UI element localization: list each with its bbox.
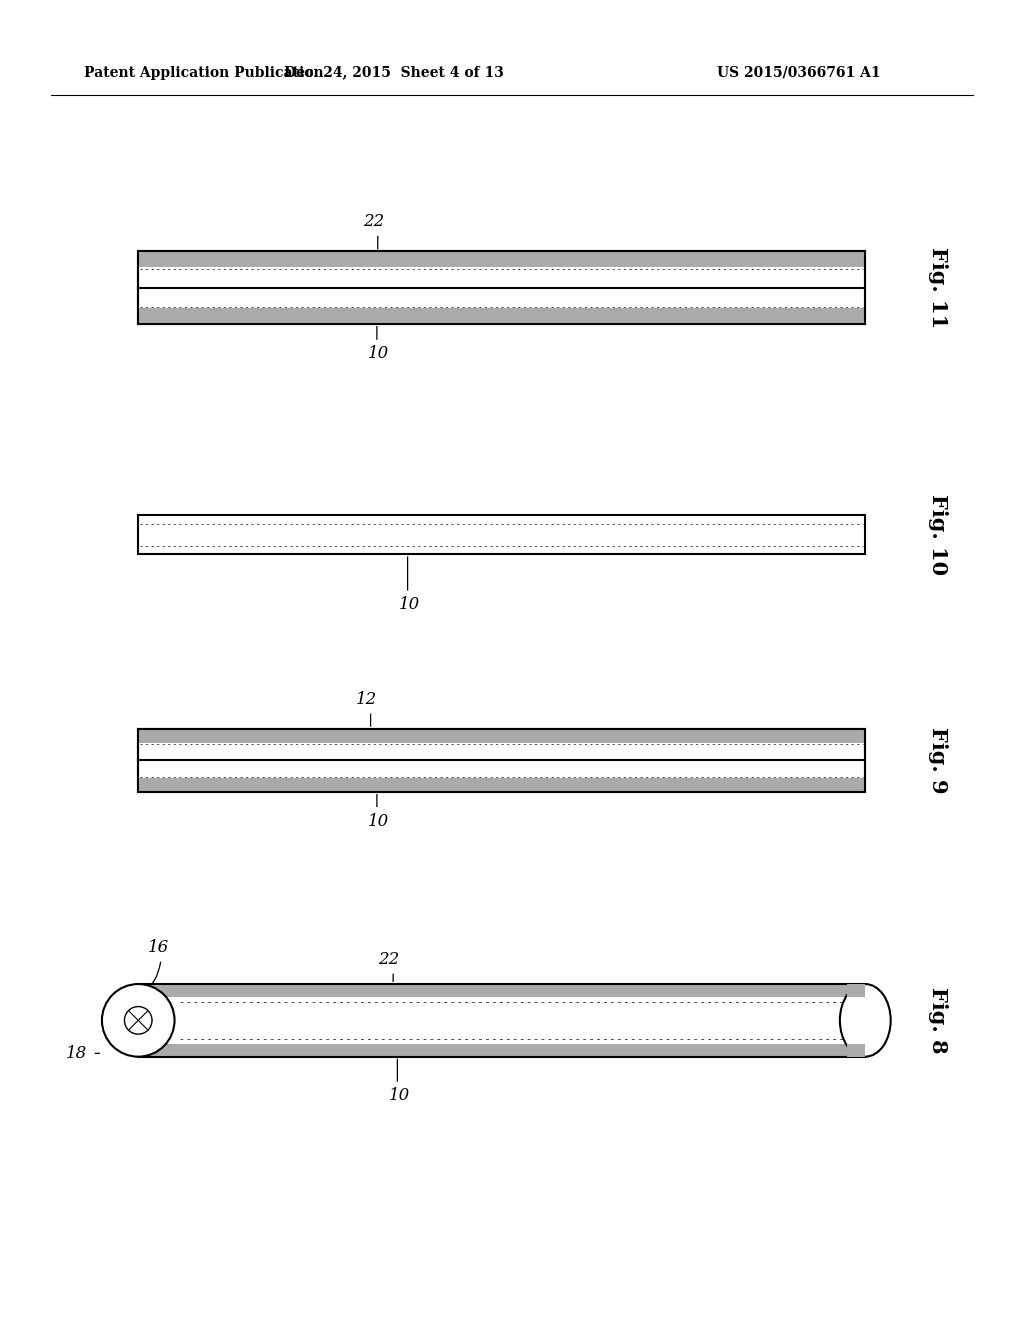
Text: 16: 16 (148, 940, 169, 956)
Text: 10: 10 (399, 597, 420, 612)
Bar (138, 729, 865, 743)
Text: 10: 10 (369, 346, 389, 362)
Text: Fig. 9: Fig. 9 (928, 727, 948, 793)
Ellipse shape (840, 983, 891, 1056)
Bar (847, 1044, 865, 1057)
Bar (138, 515, 865, 554)
Text: Fig. 11: Fig. 11 (928, 247, 948, 329)
Text: 22: 22 (379, 952, 399, 968)
Bar (138, 1044, 865, 1057)
Text: 12: 12 (356, 692, 377, 708)
Bar (138, 308, 865, 323)
Text: 10: 10 (369, 813, 389, 829)
Text: US 2015/0366761 A1: US 2015/0366761 A1 (717, 66, 881, 79)
Bar (138, 985, 865, 997)
Text: 18: 18 (67, 1045, 87, 1061)
Circle shape (125, 1007, 152, 1034)
Text: Fig. 10: Fig. 10 (928, 494, 948, 576)
Bar (138, 251, 865, 268)
Text: Fig. 8: Fig. 8 (928, 987, 948, 1053)
Bar (138, 729, 865, 792)
Bar (138, 985, 865, 1057)
Text: Patent Application Publication: Patent Application Publication (84, 66, 324, 79)
Bar (138, 251, 865, 323)
Text: 10: 10 (389, 1088, 410, 1104)
Bar (138, 251, 865, 323)
Bar (138, 729, 865, 792)
Bar (138, 777, 865, 792)
Text: Dec. 24, 2015  Sheet 4 of 13: Dec. 24, 2015 Sheet 4 of 13 (285, 66, 504, 79)
Text: 22: 22 (364, 214, 384, 230)
Circle shape (102, 983, 174, 1056)
Bar (847, 985, 865, 997)
